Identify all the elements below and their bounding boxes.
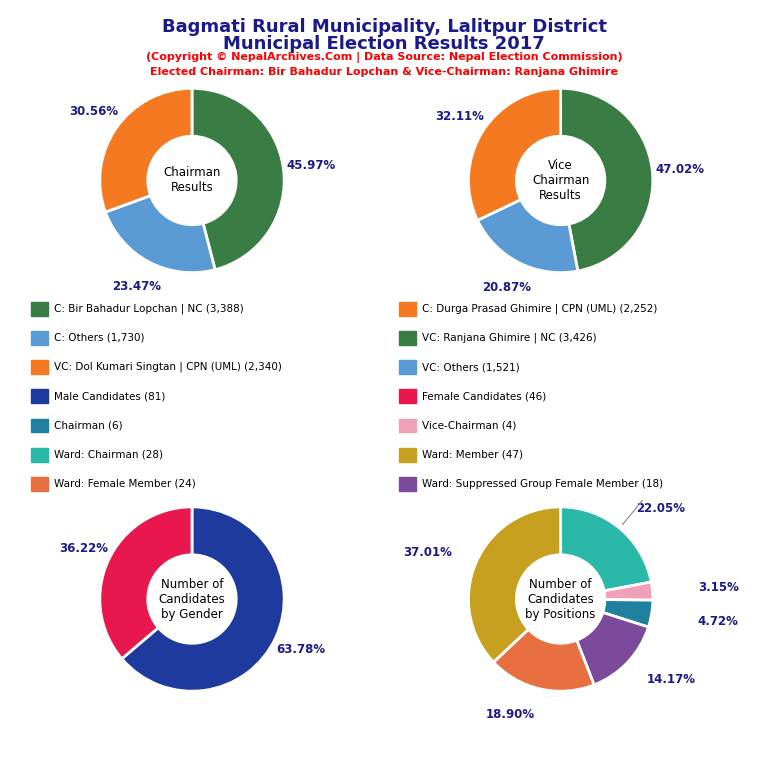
Text: Female Candidates (46): Female Candidates (46): [422, 391, 547, 402]
Text: C: Durga Prasad Ghimire | CPN (UML) (2,252): C: Durga Prasad Ghimire | CPN (UML) (2,2…: [422, 303, 657, 314]
Text: Elected Chairman: Bir Bahadur Lopchan & Vice-Chairman: Ranjana Ghimire: Elected Chairman: Bir Bahadur Lopchan & …: [150, 67, 618, 77]
Text: 3.15%: 3.15%: [698, 581, 740, 594]
Text: (Copyright © NepalArchives.Com | Data Source: Nepal Election Commission): (Copyright © NepalArchives.Com | Data So…: [146, 52, 622, 63]
Text: VC: Others (1,521): VC: Others (1,521): [422, 362, 520, 372]
Text: 20.87%: 20.87%: [482, 281, 531, 294]
Text: VC: Ranjana Ghimire | NC (3,426): VC: Ranjana Ghimire | NC (3,426): [422, 333, 597, 343]
Text: VC: Dol Kumari Singtan | CPN (UML) (2,340): VC: Dol Kumari Singtan | CPN (UML) (2,34…: [54, 362, 282, 372]
Text: 18.90%: 18.90%: [485, 707, 535, 720]
Text: Vice-Chairman (4): Vice-Chairman (4): [422, 420, 517, 431]
Text: Ward: Female Member (24): Ward: Female Member (24): [54, 478, 196, 489]
Text: Bagmati Rural Municipality, Lalitpur District: Bagmati Rural Municipality, Lalitpur Dis…: [161, 18, 607, 35]
Wedge shape: [494, 629, 594, 691]
Text: 45.97%: 45.97%: [286, 159, 336, 172]
Text: 23.47%: 23.47%: [111, 280, 161, 293]
Text: Ward: Member (47): Ward: Member (47): [422, 449, 524, 460]
Text: 22.05%: 22.05%: [636, 502, 685, 515]
Text: Vice
Chairman
Results: Vice Chairman Results: [532, 159, 589, 202]
Text: 47.02%: 47.02%: [655, 163, 704, 176]
Text: Chairman (6): Chairman (6): [54, 420, 122, 431]
Text: C: Bir Bahadur Lopchan | NC (3,388): C: Bir Bahadur Lopchan | NC (3,388): [54, 303, 243, 314]
Wedge shape: [604, 582, 653, 601]
Wedge shape: [192, 88, 284, 270]
Wedge shape: [468, 507, 561, 662]
Text: Chairman
Results: Chairman Results: [164, 167, 220, 194]
Text: 37.01%: 37.01%: [403, 546, 452, 559]
Text: Ward: Chairman (28): Ward: Chairman (28): [54, 449, 163, 460]
Wedge shape: [561, 88, 653, 271]
Text: 14.17%: 14.17%: [647, 674, 696, 687]
Text: 63.78%: 63.78%: [276, 643, 326, 656]
Text: 4.72%: 4.72%: [697, 614, 738, 627]
Wedge shape: [100, 507, 192, 659]
Text: Number of
Candidates
by Positions: Number of Candidates by Positions: [525, 578, 596, 621]
Text: C: Others (1,730): C: Others (1,730): [54, 333, 144, 343]
Text: Ward: Suppressed Group Female Member (18): Ward: Suppressed Group Female Member (18…: [422, 478, 664, 489]
Wedge shape: [577, 613, 648, 685]
Wedge shape: [478, 200, 578, 273]
Wedge shape: [100, 88, 192, 212]
Wedge shape: [122, 507, 284, 691]
Text: 36.22%: 36.22%: [58, 542, 108, 555]
Wedge shape: [561, 507, 651, 591]
Text: Number of
Candidates
by Gender: Number of Candidates by Gender: [159, 578, 225, 621]
Text: Male Candidates (81): Male Candidates (81): [54, 391, 165, 402]
Text: 32.11%: 32.11%: [435, 110, 484, 123]
Wedge shape: [105, 196, 215, 273]
Wedge shape: [603, 600, 653, 627]
Wedge shape: [468, 88, 561, 220]
Text: Municipal Election Results 2017: Municipal Election Results 2017: [223, 35, 545, 52]
Text: 30.56%: 30.56%: [69, 105, 118, 118]
